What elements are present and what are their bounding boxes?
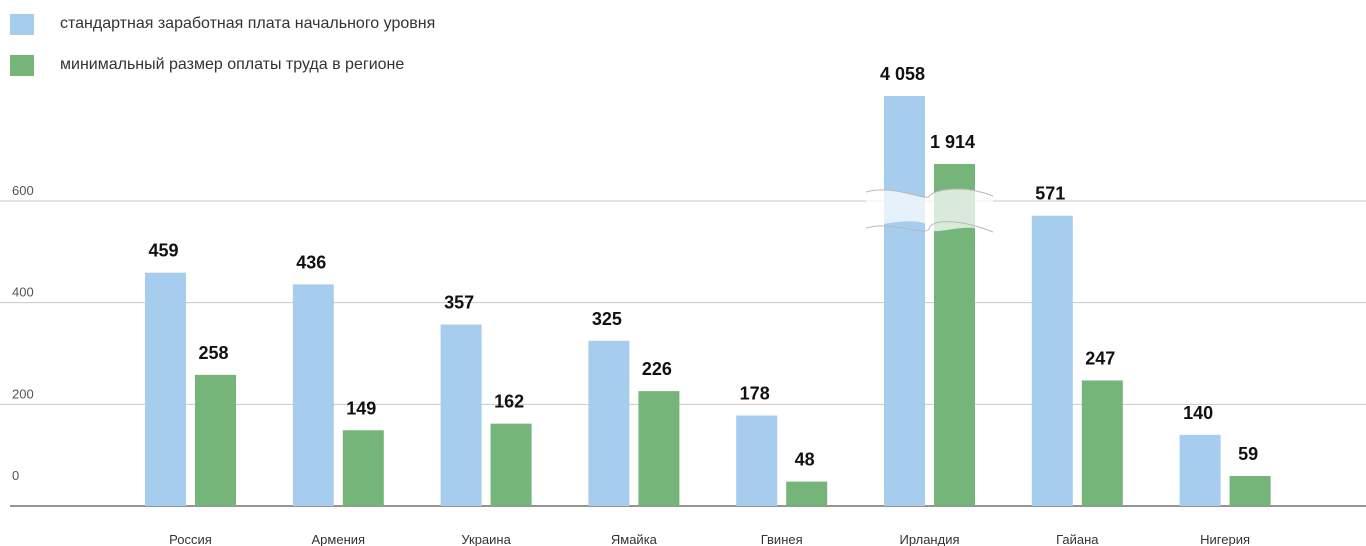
y-tick-label-400: 400 — [12, 285, 34, 300]
legend-label-entry-salary: стандартная заработная плата начального … — [60, 15, 436, 32]
value-label-Армения-minimum-wage: 149 — [346, 398, 376, 418]
axis-break-line-top — [865, 188, 994, 198]
bar-Россия-entry-salary — [145, 272, 186, 506]
legend-label-minimum-wage: минимальный размер оплаты труда в регион… — [60, 56, 405, 73]
y-tick-label-200: 200 — [12, 386, 34, 401]
bar-Армения-minimum-wage — [342, 430, 384, 506]
category-label-Гвинея: Гвинея — [761, 532, 803, 546]
bar-Гайана-entry-salary — [1031, 215, 1073, 506]
bar-Украина-minimum-wage — [490, 423, 532, 506]
bar-Гвинея-entry-salary — [736, 415, 778, 506]
bar-Армения-entry-salary — [292, 284, 334, 506]
bar-Гайана-minimum-wage — [1081, 380, 1123, 506]
bar-Украина-entry-salary — [440, 324, 482, 506]
category-label-Ямайка: Ямайка — [611, 532, 658, 546]
category-label-Армения: Армения — [312, 532, 366, 546]
value-label-Россия-entry-salary: 459 — [148, 241, 178, 261]
category-label-Украина: Украина — [461, 532, 511, 546]
category-label-Ирландия: Ирландия — [899, 532, 959, 546]
value-label-Гайана-entry-salary: 571 — [1035, 184, 1065, 204]
value-label-Гвинея-minimum-wage: 48 — [795, 450, 815, 470]
bar-Нигерия-entry-salary — [1179, 434, 1221, 506]
bar-Ирландия-entry-salary — [884, 96, 925, 506]
y-tick-label-600: 600 — [12, 183, 34, 198]
value-label-Нигерия-entry-salary: 140 — [1183, 403, 1213, 423]
y-tick-label-0: 0 — [12, 468, 19, 483]
legend-swatch-entry-salary — [10, 13, 34, 35]
value-label-Гайана-minimum-wage: 247 — [1085, 348, 1115, 368]
category-label-Гайана: Гайана — [1056, 532, 1099, 546]
category-label-Россия: Россия — [169, 532, 212, 546]
legend-item-minimum-wage: минимальный размер оплаты труда в регион… — [10, 53, 435, 77]
value-label-Украина-minimum-wage: 162 — [494, 392, 524, 412]
value-label-Ямайка-minimum-wage: 226 — [642, 359, 672, 379]
value-label-Ямайка-entry-salary: 325 — [592, 309, 622, 329]
bar-Нигерия-minimum-wage — [1229, 476, 1271, 506]
legend: стандартная заработная плата начального … — [10, 12, 435, 94]
value-label-Гвинея-entry-salary: 178 — [740, 384, 770, 404]
value-label-Армения-entry-salary: 436 — [296, 252, 326, 272]
bar-Ямайка-entry-salary — [588, 340, 630, 506]
axis-break-band — [866, 189, 993, 232]
value-label-Россия-minimum-wage: 258 — [198, 343, 228, 363]
bar-Россия-minimum-wage — [195, 374, 236, 506]
bar-Гвинея-minimum-wage — [786, 481, 828, 506]
value-label-Украина-entry-salary: 357 — [444, 293, 474, 313]
value-label-Нигерия-minimum-wage: 59 — [1238, 444, 1258, 464]
bar-Ямайка-minimum-wage — [638, 391, 680, 506]
value-label-Ирландия-entry-salary: 4 058 — [880, 64, 925, 84]
value-label-Ирландия-minimum-wage: 1 914 — [930, 132, 975, 152]
legend-swatch-minimum-wage — [10, 54, 34, 76]
axis-break-line-bottom — [865, 221, 994, 233]
category-label-Нигерия: Нигерия — [1200, 532, 1250, 546]
legend-item-entry-salary: стандартная заработная плата начального … — [10, 12, 435, 36]
